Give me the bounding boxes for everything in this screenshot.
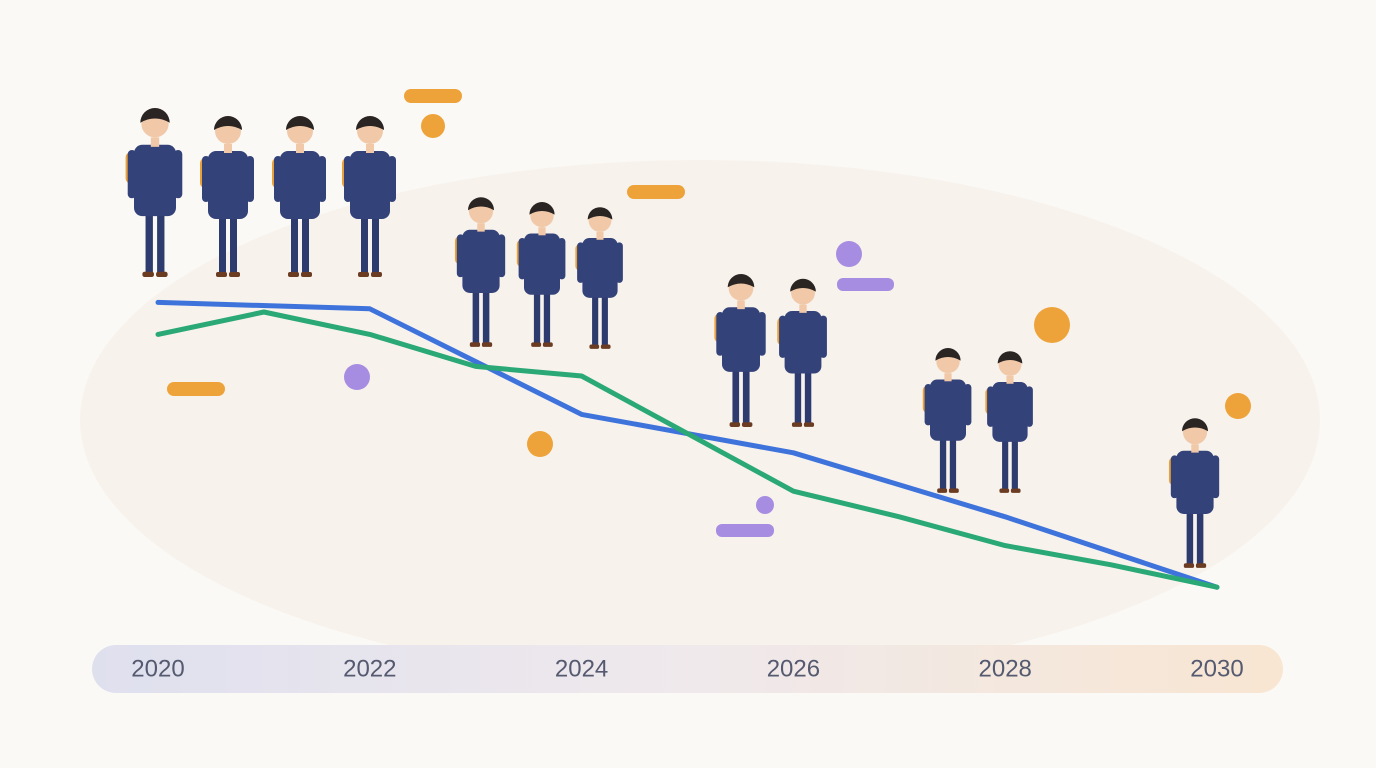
line-series: [155, 309, 1220, 590]
x-tick-label: 2028: [979, 655, 1032, 682]
x-tick-label: 2026: [767, 655, 820, 682]
decorations: [167, 89, 1251, 537]
x-tick-label: 2024: [555, 655, 608, 682]
x-tick-label: 2020: [131, 655, 184, 682]
timeline-bar: [92, 645, 1283, 693]
background-glow: [80, 160, 1320, 680]
x-tick-label: 2030: [1190, 655, 1243, 682]
plot: [155, 299, 1220, 590]
x-tick-label: 2022: [343, 655, 396, 682]
